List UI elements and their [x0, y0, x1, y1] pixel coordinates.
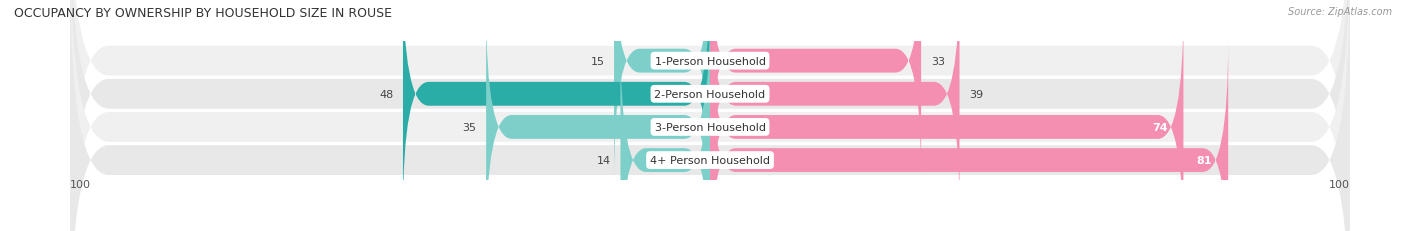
FancyBboxPatch shape: [620, 40, 710, 231]
FancyBboxPatch shape: [70, 0, 1350, 231]
Text: 4+ Person Household: 4+ Person Household: [650, 155, 770, 165]
Text: 14: 14: [596, 155, 610, 165]
Text: 74: 74: [1152, 122, 1167, 132]
FancyBboxPatch shape: [614, 0, 710, 182]
FancyBboxPatch shape: [710, 7, 1184, 231]
FancyBboxPatch shape: [70, 0, 1350, 231]
Text: 39: 39: [969, 89, 983, 99]
FancyBboxPatch shape: [404, 0, 710, 215]
Text: 35: 35: [463, 122, 477, 132]
Text: 3-Person Household: 3-Person Household: [655, 122, 765, 132]
Text: Source: ZipAtlas.com: Source: ZipAtlas.com: [1288, 7, 1392, 17]
Text: 33: 33: [931, 56, 945, 66]
Text: 2-Person Household: 2-Person Household: [654, 89, 766, 99]
Text: 15: 15: [591, 56, 605, 66]
FancyBboxPatch shape: [710, 0, 921, 182]
Text: 100: 100: [70, 179, 91, 189]
FancyBboxPatch shape: [710, 40, 1229, 231]
FancyBboxPatch shape: [70, 0, 1350, 231]
Text: 81: 81: [1197, 155, 1212, 165]
FancyBboxPatch shape: [70, 0, 1350, 231]
Text: 1-Person Household: 1-Person Household: [655, 56, 765, 66]
Text: OCCUPANCY BY OWNERSHIP BY HOUSEHOLD SIZE IN ROUSE: OCCUPANCY BY OWNERSHIP BY HOUSEHOLD SIZE…: [14, 7, 392, 20]
FancyBboxPatch shape: [486, 7, 710, 231]
Text: 100: 100: [1329, 179, 1350, 189]
Text: 48: 48: [380, 89, 394, 99]
FancyBboxPatch shape: [710, 0, 959, 215]
